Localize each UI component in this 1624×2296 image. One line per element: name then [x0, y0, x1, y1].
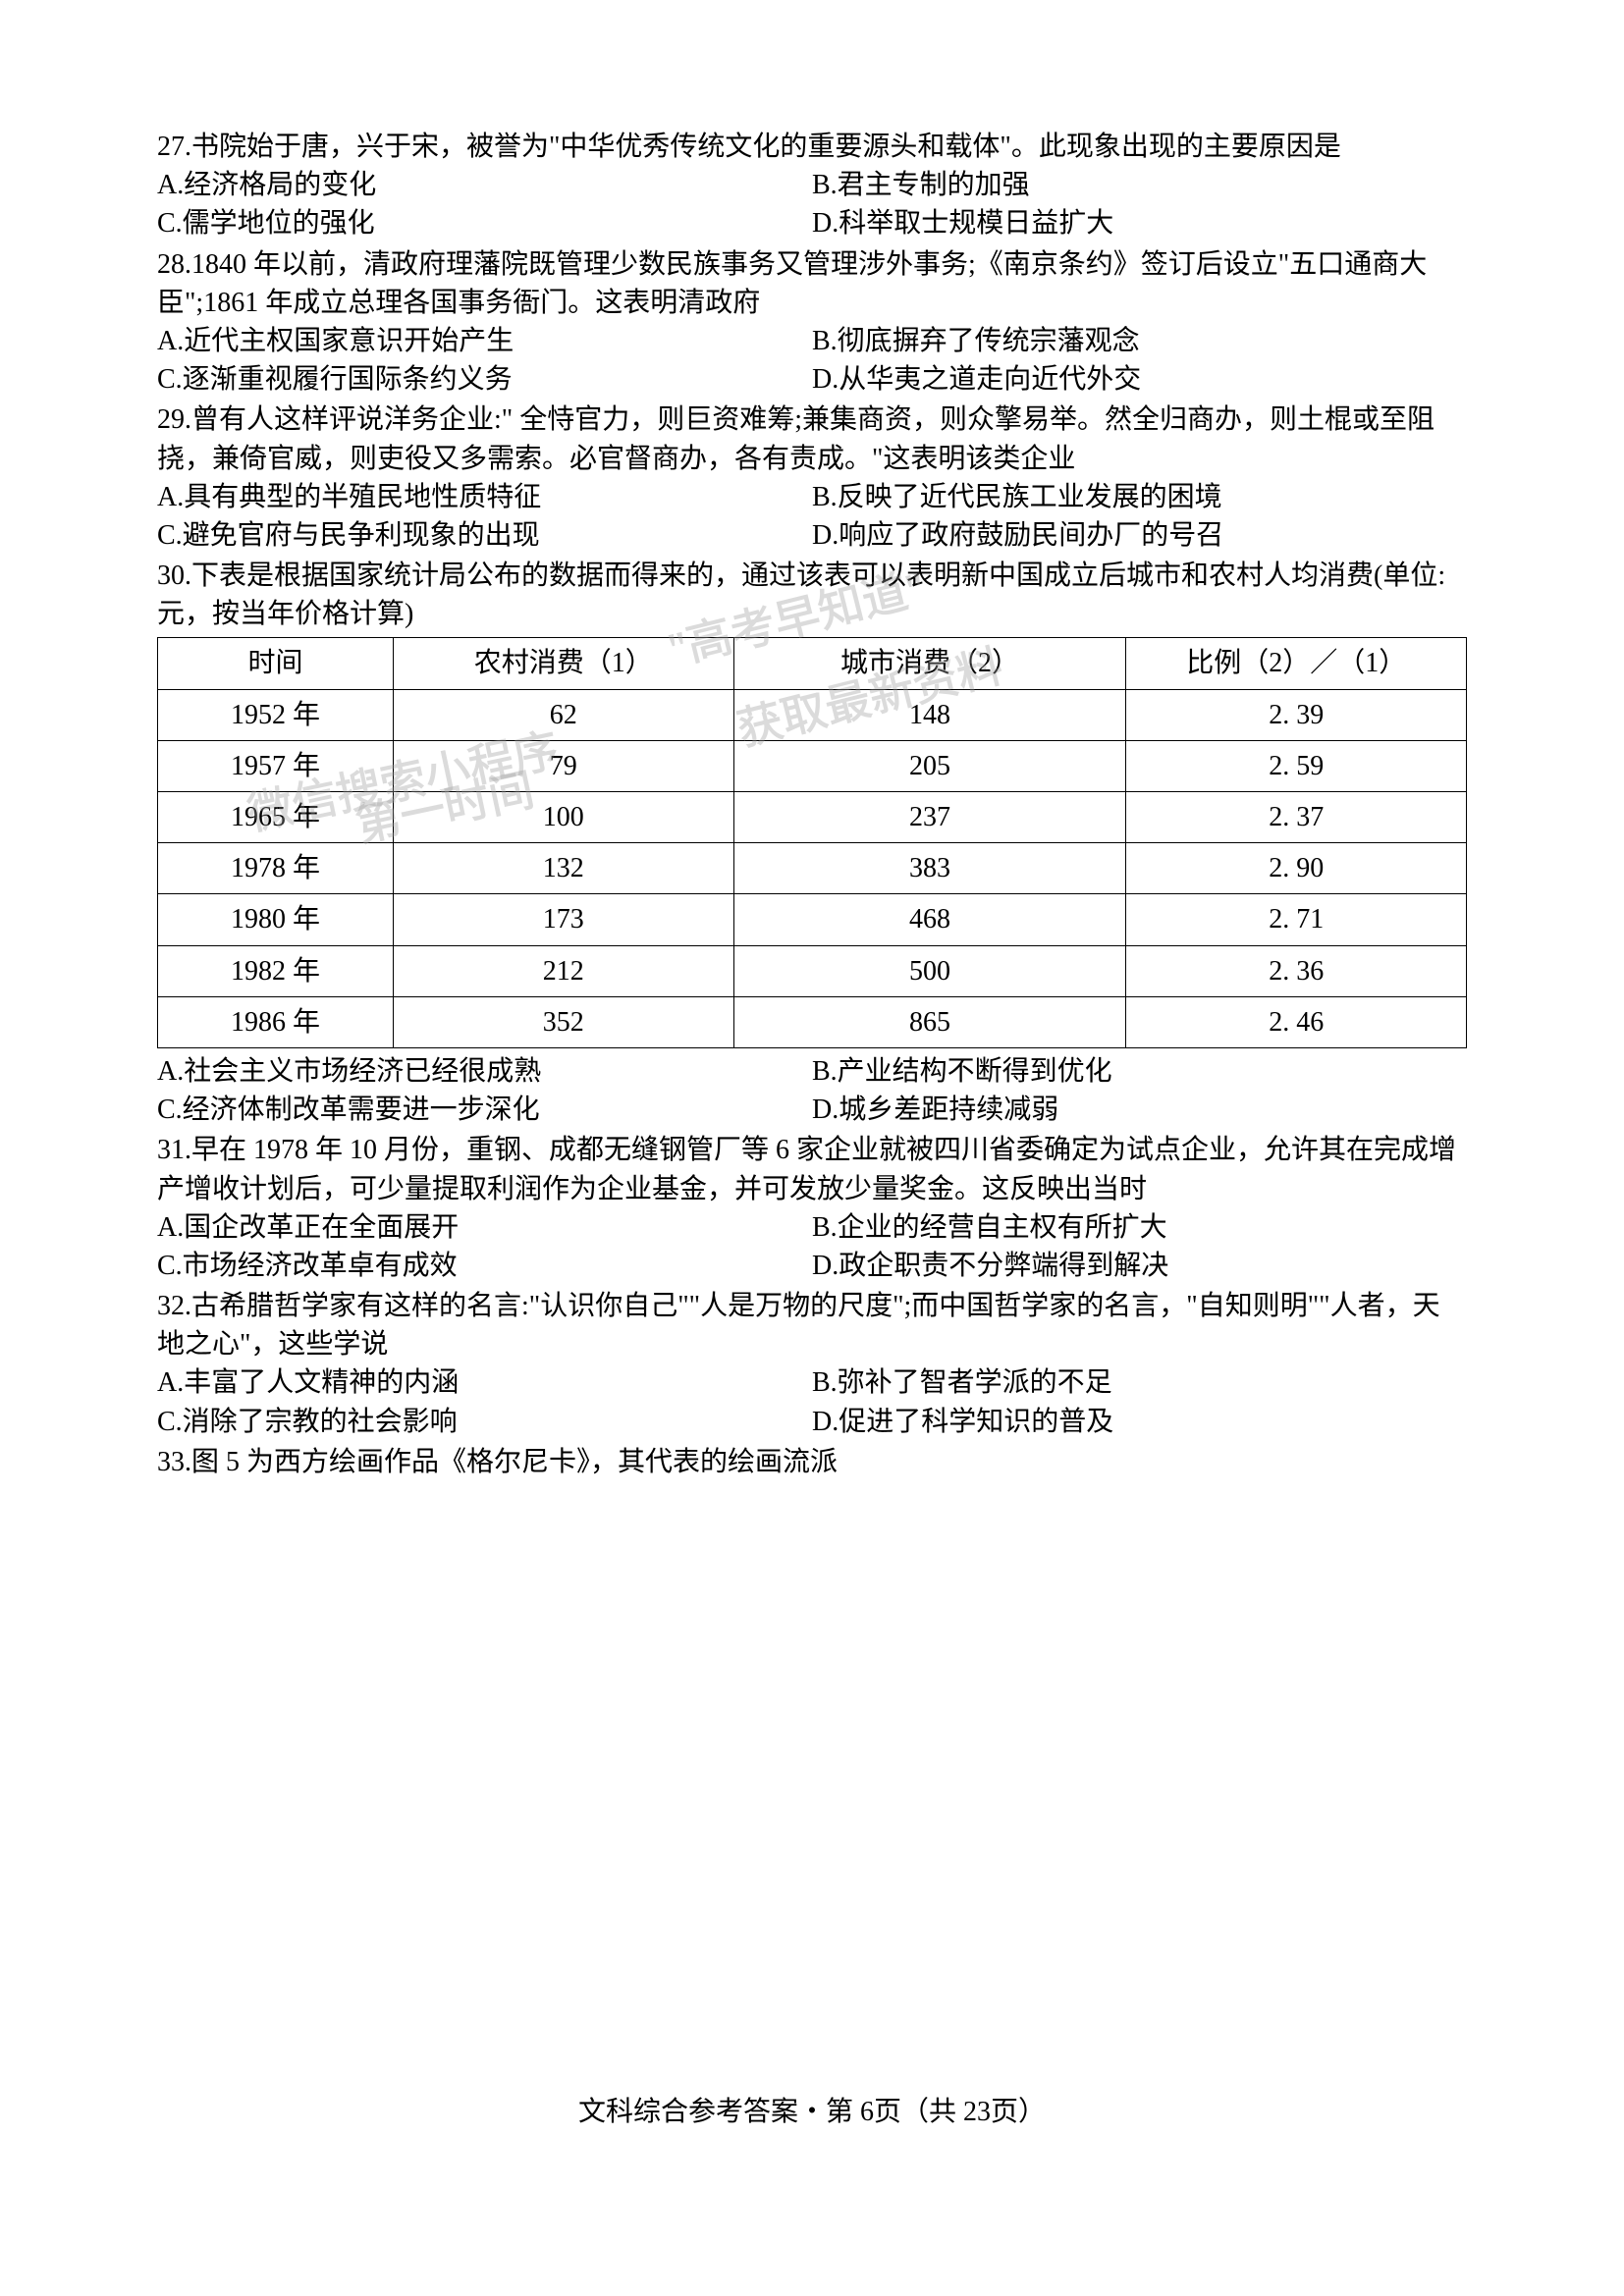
cell: 1957 年 — [158, 740, 394, 791]
q31-optB: B.企业的经营自主权有所扩大 — [812, 1208, 1467, 1247]
q29-optA: A.具有典型的半殖民地性质特征 — [157, 478, 812, 516]
q30-optA: A.社会主义市场经济已经很成熟 — [157, 1052, 812, 1091]
question-33: 33.图 5 为西方绘画作品《格尔尼卡》，其代表的绘画流派 — [157, 1443, 1467, 1481]
q32-optD: D.促进了科学知识的普及 — [812, 1403, 1467, 1441]
cell: 2. 36 — [1126, 945, 1467, 996]
exam-page: 27.书院始于唐，兴于宋，被誉为"中华优秀传统文化的重要源头和载体"。此现象出现… — [0, 0, 1624, 2296]
q28-optA: A.近代主权国家意识开始产生 — [157, 322, 812, 360]
q32-stem: 32.古希腊哲学家有这样的名言:"认识你自己""人是万物的尺度";而中国哲学家的… — [157, 1287, 1467, 1363]
q27-options: A.经济格局的变化 B.君主专制的加强 C.儒学地位的强化 D.科举取士规模日益… — [157, 166, 1467, 242]
table-row: 1957 年 79 205 2. 59 — [158, 740, 1467, 791]
q29-optD: D.响应了政府鼓励民间办厂的号召 — [812, 516, 1467, 555]
cell: 79 — [393, 740, 733, 791]
q32-optB: B.弥补了智者学派的不足 — [812, 1363, 1467, 1402]
q30-stem: 30.下表是根据国家统计局公布的数据而得来的，通过该表可以表明新中国成立后城市和… — [157, 557, 1467, 633]
cell: 865 — [733, 996, 1126, 1047]
q30-options: A.社会主义市场经济已经很成熟 B.产业结构不断得到优化 C.经济体制改革需要进… — [157, 1052, 1467, 1129]
cell: 383 — [733, 843, 1126, 894]
cell: 1980 年 — [158, 894, 394, 945]
q29-stem: 29.曾有人这样评说洋务企业:" 全恃官力，则巨资难筹;兼集商资，则众擎易举。然… — [157, 400, 1467, 477]
q32-options: A.丰富了人文精神的内涵 B.弥补了智者学派的不足 C.消除了宗教的社会影响 D… — [157, 1363, 1467, 1440]
table-row: 1952 年 62 148 2. 39 — [158, 689, 1467, 740]
cell: 1965 年 — [158, 792, 394, 843]
cell: 237 — [733, 792, 1126, 843]
q31-optC: C.市场经济改革卓有成效 — [157, 1247, 812, 1285]
cell: 2. 39 — [1126, 689, 1467, 740]
cell: 2. 90 — [1126, 843, 1467, 894]
question-29: 29.曾有人这样评说洋务企业:" 全恃官力，则巨资难筹;兼集商资，则众擎易举。然… — [157, 400, 1467, 555]
question-32: 32.古希腊哲学家有这样的名言:"认识你自己""人是万物的尺度";而中国哲学家的… — [157, 1287, 1467, 1441]
q30-optB: B.产业结构不断得到优化 — [812, 1052, 1467, 1091]
cell: 468 — [733, 894, 1126, 945]
cell: 62 — [393, 689, 733, 740]
cell: 132 — [393, 843, 733, 894]
q28-stem: 28.1840 年以前，清政府理藩院既管理少数民族事务又管理涉外事务;《南京条约… — [157, 245, 1467, 322]
question-30: 30.下表是根据国家统计局公布的数据而得来的，通过该表可以表明新中国成立后城市和… — [157, 557, 1467, 1129]
question-27: 27.书院始于唐，兴于宋，被誉为"中华优秀传统文化的重要源头和载体"。此现象出现… — [157, 128, 1467, 243]
page-footer: 文科综合参考答案・第 6页（共 23页） — [0, 2090, 1624, 2129]
cell: 148 — [733, 689, 1126, 740]
table-row: 1978 年 132 383 2. 90 — [158, 843, 1467, 894]
th-rural: 农村消费（1） — [393, 638, 733, 689]
cell: 500 — [733, 945, 1126, 996]
cell: 2. 46 — [1126, 996, 1467, 1047]
q27-stem: 27.书院始于唐，兴于宋，被誉为"中华优秀传统文化的重要源头和载体"。此现象出现… — [157, 128, 1467, 166]
cell: 173 — [393, 894, 733, 945]
q30-table: 时间 农村消费（1） 城市消费（2） 比例（2）／（1） 1952 年 62 1… — [157, 637, 1467, 1048]
cell: 2. 59 — [1126, 740, 1467, 791]
content-area: 27.书院始于唐，兴于宋，被誉为"中华优秀传统文化的重要源头和载体"。此现象出现… — [157, 128, 1467, 1481]
cell: 1986 年 — [158, 996, 394, 1047]
cell: 2. 37 — [1126, 792, 1467, 843]
q32-optA: A.丰富了人文精神的内涵 — [157, 1363, 812, 1402]
cell: 1978 年 — [158, 843, 394, 894]
table-row: 1980 年 173 468 2. 71 — [158, 894, 1467, 945]
q29-optC: C.避免官府与民争利现象的出现 — [157, 516, 812, 555]
cell: 1982 年 — [158, 945, 394, 996]
cell: 2. 71 — [1126, 894, 1467, 945]
table-row: 1986 年 352 865 2. 46 — [158, 996, 1467, 1047]
table-row: 1982 年 212 500 2. 36 — [158, 945, 1467, 996]
question-31: 31.早在 1978 年 10 月份，重钢、成都无缝钢管厂等 6 家企业就被四川… — [157, 1131, 1467, 1285]
q31-stem: 31.早在 1978 年 10 月份，重钢、成都无缝钢管厂等 6 家企业就被四川… — [157, 1131, 1467, 1207]
q30-optD: D.城乡差距持续减弱 — [812, 1091, 1467, 1129]
q31-optD: D.政企职责不分弊端得到解决 — [812, 1247, 1467, 1285]
q31-optA: A.国企改革正在全面展开 — [157, 1208, 812, 1247]
q28-options: A.近代主权国家意识开始产生 B.彻底摒弃了传统宗藩观念 C.逐渐重视履行国际条… — [157, 322, 1467, 399]
q32-optC: C.消除了宗教的社会影响 — [157, 1403, 812, 1441]
q27-optB: B.君主专制的加强 — [812, 166, 1467, 204]
th-ratio: 比例（2）／（1） — [1126, 638, 1467, 689]
table-header-row: 时间 农村消费（1） 城市消费（2） 比例（2）／（1） — [158, 638, 1467, 689]
cell: 1952 年 — [158, 689, 394, 740]
th-time: 时间 — [158, 638, 394, 689]
q29-options: A.具有典型的半殖民地性质特征 B.反映了近代民族工业发展的困境 C.避免官府与… — [157, 478, 1467, 555]
q29-optB: B.反映了近代民族工业发展的困境 — [812, 478, 1467, 516]
q31-options: A.国企改革正在全面展开 B.企业的经营自主权有所扩大 C.市场经济改革卓有成效… — [157, 1208, 1467, 1285]
q30-optC: C.经济体制改革需要进一步深化 — [157, 1091, 812, 1129]
cell: 100 — [393, 792, 733, 843]
q27-optC: C.儒学地位的强化 — [157, 204, 812, 242]
q28-optD: D.从华夷之道走向近代外交 — [812, 360, 1467, 399]
cell: 205 — [733, 740, 1126, 791]
q27-optA: A.经济格局的变化 — [157, 166, 812, 204]
q33-stem: 33.图 5 为西方绘画作品《格尔尼卡》，其代表的绘画流派 — [157, 1443, 1467, 1481]
table-body: 1952 年 62 148 2. 39 1957 年 79 205 2. 59 … — [158, 689, 1467, 1047]
th-urban: 城市消费（2） — [733, 638, 1126, 689]
question-28: 28.1840 年以前，清政府理藩院既管理少数民族事务又管理涉外事务;《南京条约… — [157, 245, 1467, 400]
q28-optB: B.彻底摒弃了传统宗藩观念 — [812, 322, 1467, 360]
q27-optD: D.科举取士规模日益扩大 — [812, 204, 1467, 242]
q28-optC: C.逐渐重视履行国际条约义务 — [157, 360, 812, 399]
cell: 212 — [393, 945, 733, 996]
cell: 352 — [393, 996, 733, 1047]
table-row: 1965 年 100 237 2. 37 — [158, 792, 1467, 843]
